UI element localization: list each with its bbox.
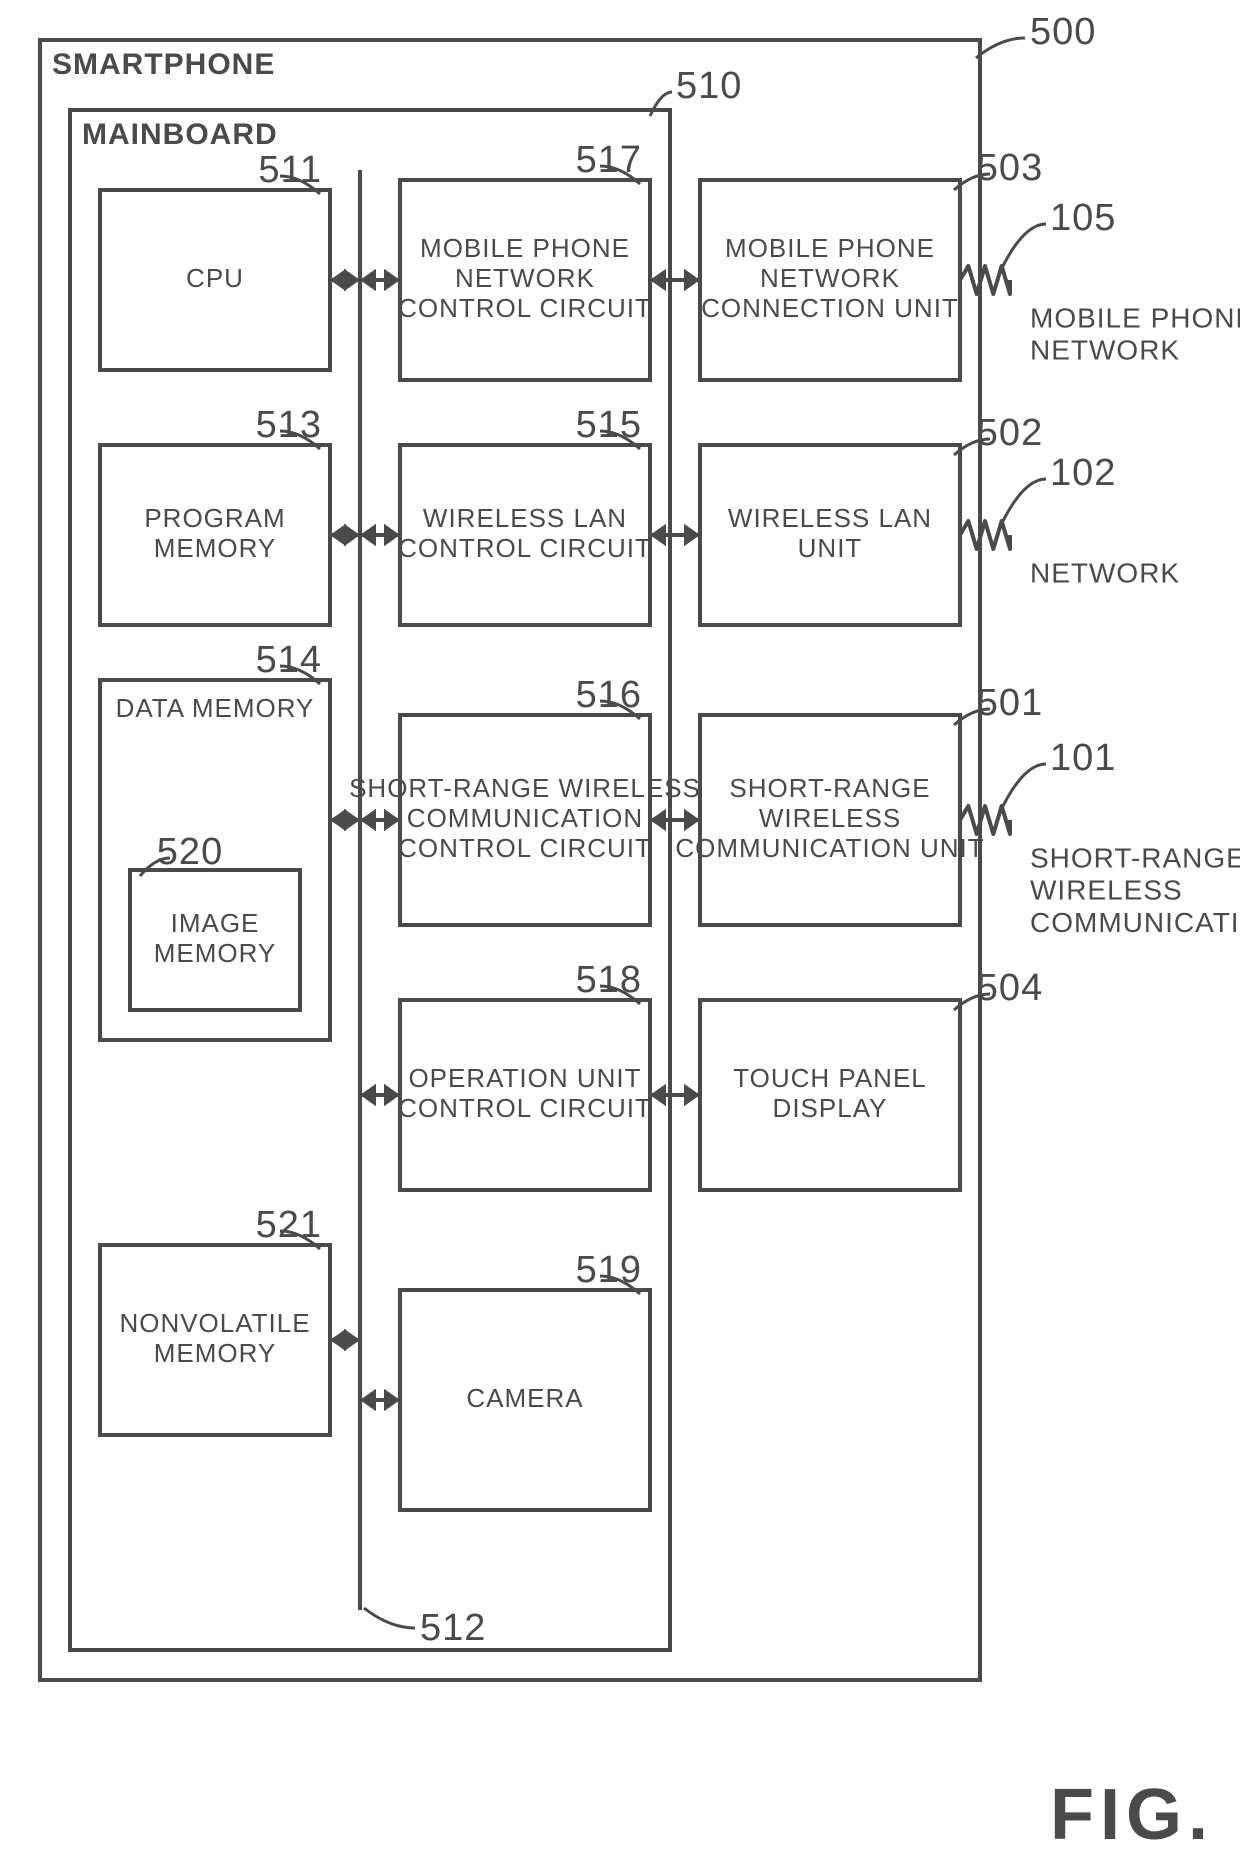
svg-text:COMMUNICATION: COMMUNICATION bbox=[407, 803, 643, 833]
svg-text:PROGRAM: PROGRAM bbox=[144, 503, 285, 533]
svg-text:MOBILE PHONE: MOBILE PHONE bbox=[725, 233, 935, 263]
svg-text:NETWORK: NETWORK bbox=[455, 263, 595, 293]
svg-text:COMMUNICATION: COMMUNICATION bbox=[1030, 907, 1240, 938]
svg-text:CAMERA: CAMERA bbox=[466, 1383, 583, 1413]
svg-text:TOUCH PANEL: TOUCH PANEL bbox=[733, 1063, 927, 1093]
svg-text:SHORT-RANGE: SHORT-RANGE bbox=[729, 773, 930, 803]
svg-text:511: 511 bbox=[258, 149, 322, 191]
svg-text:101: 101 bbox=[1050, 737, 1116, 779]
svg-text:WIRELESS: WIRELESS bbox=[759, 803, 901, 833]
svg-text:SHORT-RANGE: SHORT-RANGE bbox=[1030, 842, 1240, 873]
svg-text:500: 500 bbox=[1030, 11, 1096, 53]
svg-text:MOBILE PHONE: MOBILE PHONE bbox=[1030, 302, 1240, 333]
svg-text:517: 517 bbox=[576, 139, 642, 181]
svg-text:DATA MEMORY: DATA MEMORY bbox=[116, 693, 315, 723]
svg-text:CONTROL CIRCUIT: CONTROL CIRCUIT bbox=[398, 833, 652, 863]
svg-text:513: 513 bbox=[256, 404, 322, 446]
svg-text:512: 512 bbox=[420, 1607, 486, 1649]
svg-text:MOBILE PHONE: MOBILE PHONE bbox=[420, 233, 630, 263]
svg-text:501: 501 bbox=[977, 682, 1043, 724]
svg-text:504: 504 bbox=[977, 967, 1043, 1009]
svg-text:MEMORY: MEMORY bbox=[154, 533, 277, 563]
svg-text:520: 520 bbox=[157, 831, 223, 873]
svg-text:WIRELESS: WIRELESS bbox=[1030, 875, 1183, 906]
svg-text:MEMORY: MEMORY bbox=[154, 1338, 277, 1368]
svg-text:DISPLAY: DISPLAY bbox=[773, 1093, 888, 1123]
svg-text:502: 502 bbox=[977, 412, 1043, 454]
svg-text:SMARTPHONE: SMARTPHONE bbox=[52, 48, 275, 81]
svg-text:CPU: CPU bbox=[186, 263, 244, 293]
svg-text:518: 518 bbox=[576, 959, 642, 1001]
svg-text:CONTROL CIRCUIT: CONTROL CIRCUIT bbox=[398, 533, 652, 563]
svg-text:WIRELESS LAN: WIRELESS LAN bbox=[423, 503, 627, 533]
svg-text:MEMORY: MEMORY bbox=[154, 938, 277, 968]
svg-text:510: 510 bbox=[676, 65, 742, 107]
svg-text:OPERATION UNIT: OPERATION UNIT bbox=[408, 1063, 641, 1093]
svg-text:516: 516 bbox=[576, 674, 642, 716]
svg-text:105: 105 bbox=[1050, 197, 1116, 239]
svg-text:NONVOLATILE: NONVOLATILE bbox=[119, 1308, 310, 1338]
block-diagram: SMARTPHONE 500 MAINBOARD 510 512 CPU 511 PROGRA… bbox=[0, 0, 1240, 1871]
svg-text:NETWORK: NETWORK bbox=[1030, 335, 1180, 366]
svg-text:FIG. 3: FIG. 3 bbox=[1050, 1775, 1240, 1855]
svg-text:NETWORK: NETWORK bbox=[760, 263, 900, 293]
svg-text:IMAGE: IMAGE bbox=[171, 908, 260, 938]
svg-text:521: 521 bbox=[256, 1204, 322, 1246]
svg-text:CONTROL CIRCUIT: CONTROL CIRCUIT bbox=[398, 293, 652, 323]
svg-text:SHORT-RANGE WIRELESS: SHORT-RANGE WIRELESS bbox=[349, 773, 701, 803]
svg-text:CONNECTION UNIT: CONNECTION UNIT bbox=[701, 293, 959, 323]
svg-text:NETWORK: NETWORK bbox=[1030, 557, 1180, 588]
svg-text:514: 514 bbox=[256, 639, 322, 681]
svg-text:WIRELESS LAN: WIRELESS LAN bbox=[728, 503, 932, 533]
svg-text:503: 503 bbox=[977, 147, 1043, 189]
svg-text:UNIT: UNIT bbox=[798, 533, 863, 563]
svg-text:102: 102 bbox=[1050, 452, 1116, 494]
svg-text:CONTROL CIRCUIT: CONTROL CIRCUIT bbox=[398, 1093, 652, 1123]
svg-text:519: 519 bbox=[576, 1249, 642, 1291]
svg-text:COMMUNICATION UNIT: COMMUNICATION UNIT bbox=[675, 833, 984, 863]
svg-text:515: 515 bbox=[576, 404, 642, 446]
svg-text:MAINBOARD: MAINBOARD bbox=[82, 118, 278, 151]
